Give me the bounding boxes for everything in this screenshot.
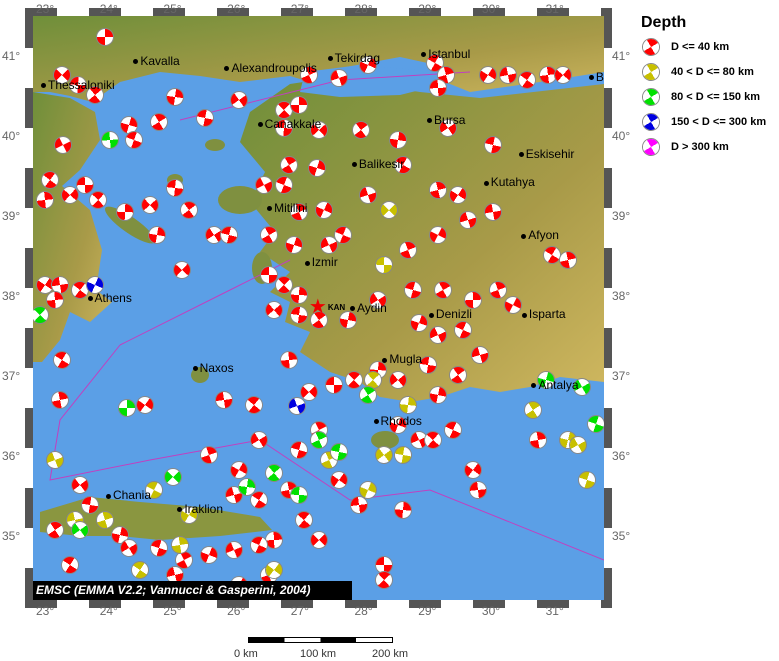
beachball-icon — [640, 136, 662, 158]
lon-tick-label: 29° — [418, 2, 437, 16]
city-label: Canakkale — [258, 117, 322, 131]
lon-tick-label: 31° — [545, 2, 564, 16]
city-label: B — [589, 70, 604, 84]
city-label: Istanbul — [421, 47, 470, 61]
land-crete — [40, 497, 272, 540]
city-label: Eskisehir — [519, 147, 575, 161]
scale-label-0: 0 km — [234, 648, 258, 660]
city-label: Isparta — [522, 307, 566, 321]
lon-tick-label: 28° — [354, 604, 373, 618]
station-label: KAN — [327, 302, 346, 312]
lon-tick-label: 30° — [481, 2, 501, 16]
legend-item: 150 < D <= 300 km — [640, 111, 767, 133]
lat-tick-label: 41° — [612, 49, 631, 63]
lat-tick-label: 39° — [2, 209, 21, 223]
lat-tick-label: 35° — [2, 529, 21, 543]
focal-mechanism-green[interactable] — [290, 486, 308, 504]
city-label: Bursa — [427, 113, 465, 127]
lon-tick-label: 27° — [290, 2, 309, 16]
lat-tick-label: 37° — [612, 369, 631, 383]
city-label: Thessaloniki — [41, 78, 115, 92]
lon-tick-label: 30° — [481, 604, 501, 618]
city-label: Rhodos — [374, 414, 422, 428]
land-north — [33, 16, 604, 102]
island — [218, 186, 262, 214]
lon-tick-label: 29° — [418, 604, 437, 618]
lat-tick-label: 41° — [2, 49, 21, 63]
city-label: Naxos — [193, 361, 234, 375]
lon-tick-label: 27° — [290, 604, 309, 618]
city-label: Izmir — [305, 255, 338, 269]
land-anatolia — [240, 78, 604, 402]
island — [205, 139, 225, 151]
city-label: Mugla — [382, 352, 422, 366]
legend-item: D <= 40 km — [640, 36, 730, 58]
city-label: Balikesir — [352, 157, 404, 171]
legend-item: D > 300 km — [640, 136, 729, 158]
lat-tick-label: 39° — [612, 209, 631, 223]
city-label: Tekirdag — [328, 51, 380, 65]
city-label: Antalya — [531, 378, 578, 392]
scale-bar — [248, 637, 393, 643]
lat-tick-label: 40° — [612, 129, 631, 143]
focal-mechanism-red[interactable] — [96, 29, 113, 45]
island — [371, 431, 399, 449]
lat-tick-label: 36° — [612, 449, 631, 463]
beachball-icon — [640, 61, 662, 83]
beachball-icon — [640, 36, 662, 58]
lon-tick-label: 24° — [99, 2, 118, 16]
seismicity-map[interactable]: Thessaloniki Kavalla Alexandroupolis Tekird… — [33, 16, 604, 600]
lat-tick-label: 36° — [2, 449, 21, 463]
terrain — [33, 16, 604, 561]
lon-tick-label: 26° — [227, 604, 246, 618]
city-label: Kavalla — [133, 54, 179, 68]
lat-tick-label: 35° — [612, 529, 631, 543]
city-label: Kutahya — [484, 175, 535, 189]
lat-tick-label: 38° — [2, 289, 21, 303]
lon-tick-label: 28° — [354, 2, 373, 16]
city-label: Mitilini — [267, 201, 307, 215]
legend-label: D <= 40 km — [671, 40, 730, 53]
legend-label: 40 < D <= 80 km — [671, 65, 754, 78]
focal-mechanism-red[interactable] — [290, 286, 308, 304]
legend-label: 80 < D <= 150 km — [671, 90, 760, 103]
focal-mechanism-red[interactable] — [290, 96, 307, 114]
lat-tick-label: 40° — [2, 129, 21, 143]
city-label: Denizli — [429, 307, 472, 321]
lat-tick-label: 37° — [2, 369, 21, 383]
city-label: Afyon — [521, 228, 559, 242]
focal-mechanism-yellow[interactable] — [375, 256, 392, 274]
lon-tick-label: 24° — [99, 604, 118, 618]
legend-item: 80 < D <= 150 km — [640, 86, 760, 108]
focal-mechanism-red[interactable] — [76, 176, 94, 194]
legend-label: D > 300 km — [671, 140, 729, 153]
lon-tick-label: 25° — [163, 2, 182, 16]
credit-caption: EMSC (EMMA V2.2; Vannucci & Gasperini, 2… — [33, 581, 352, 600]
scale-label-100: 100 km — [300, 648, 337, 660]
city-label: Iraklion — [177, 502, 223, 516]
legend-item: 40 < D <= 80 km — [640, 61, 754, 83]
beachball-icon — [640, 86, 662, 108]
city-label: Chania — [106, 488, 151, 502]
lat-tick-label: 38° — [612, 289, 631, 303]
city-label: Aydin — [350, 301, 387, 315]
city-label: Alexandroupolis — [224, 61, 316, 75]
focal-mechanism-red[interactable] — [325, 377, 342, 393]
legend-title: Depth — [641, 14, 687, 31]
beachball-icon — [640, 111, 662, 133]
lon-tick-label: 23° — [36, 604, 55, 618]
city-label: Athens — [88, 291, 132, 305]
station-marker[interactable]: ★KAN — [309, 297, 345, 318]
legend-label: 150 < D <= 300 km — [671, 115, 767, 128]
scale-label-200: 200 km — [372, 648, 409, 660]
focal-mechanism-red[interactable] — [260, 266, 277, 283]
lon-tick-label: 25° — [163, 604, 182, 618]
lon-tick-label: 26° — [227, 2, 246, 16]
lon-tick-label: 23° — [36, 2, 55, 16]
star-icon: ★ — [308, 296, 327, 318]
lon-tick-label: 31° — [545, 604, 564, 618]
